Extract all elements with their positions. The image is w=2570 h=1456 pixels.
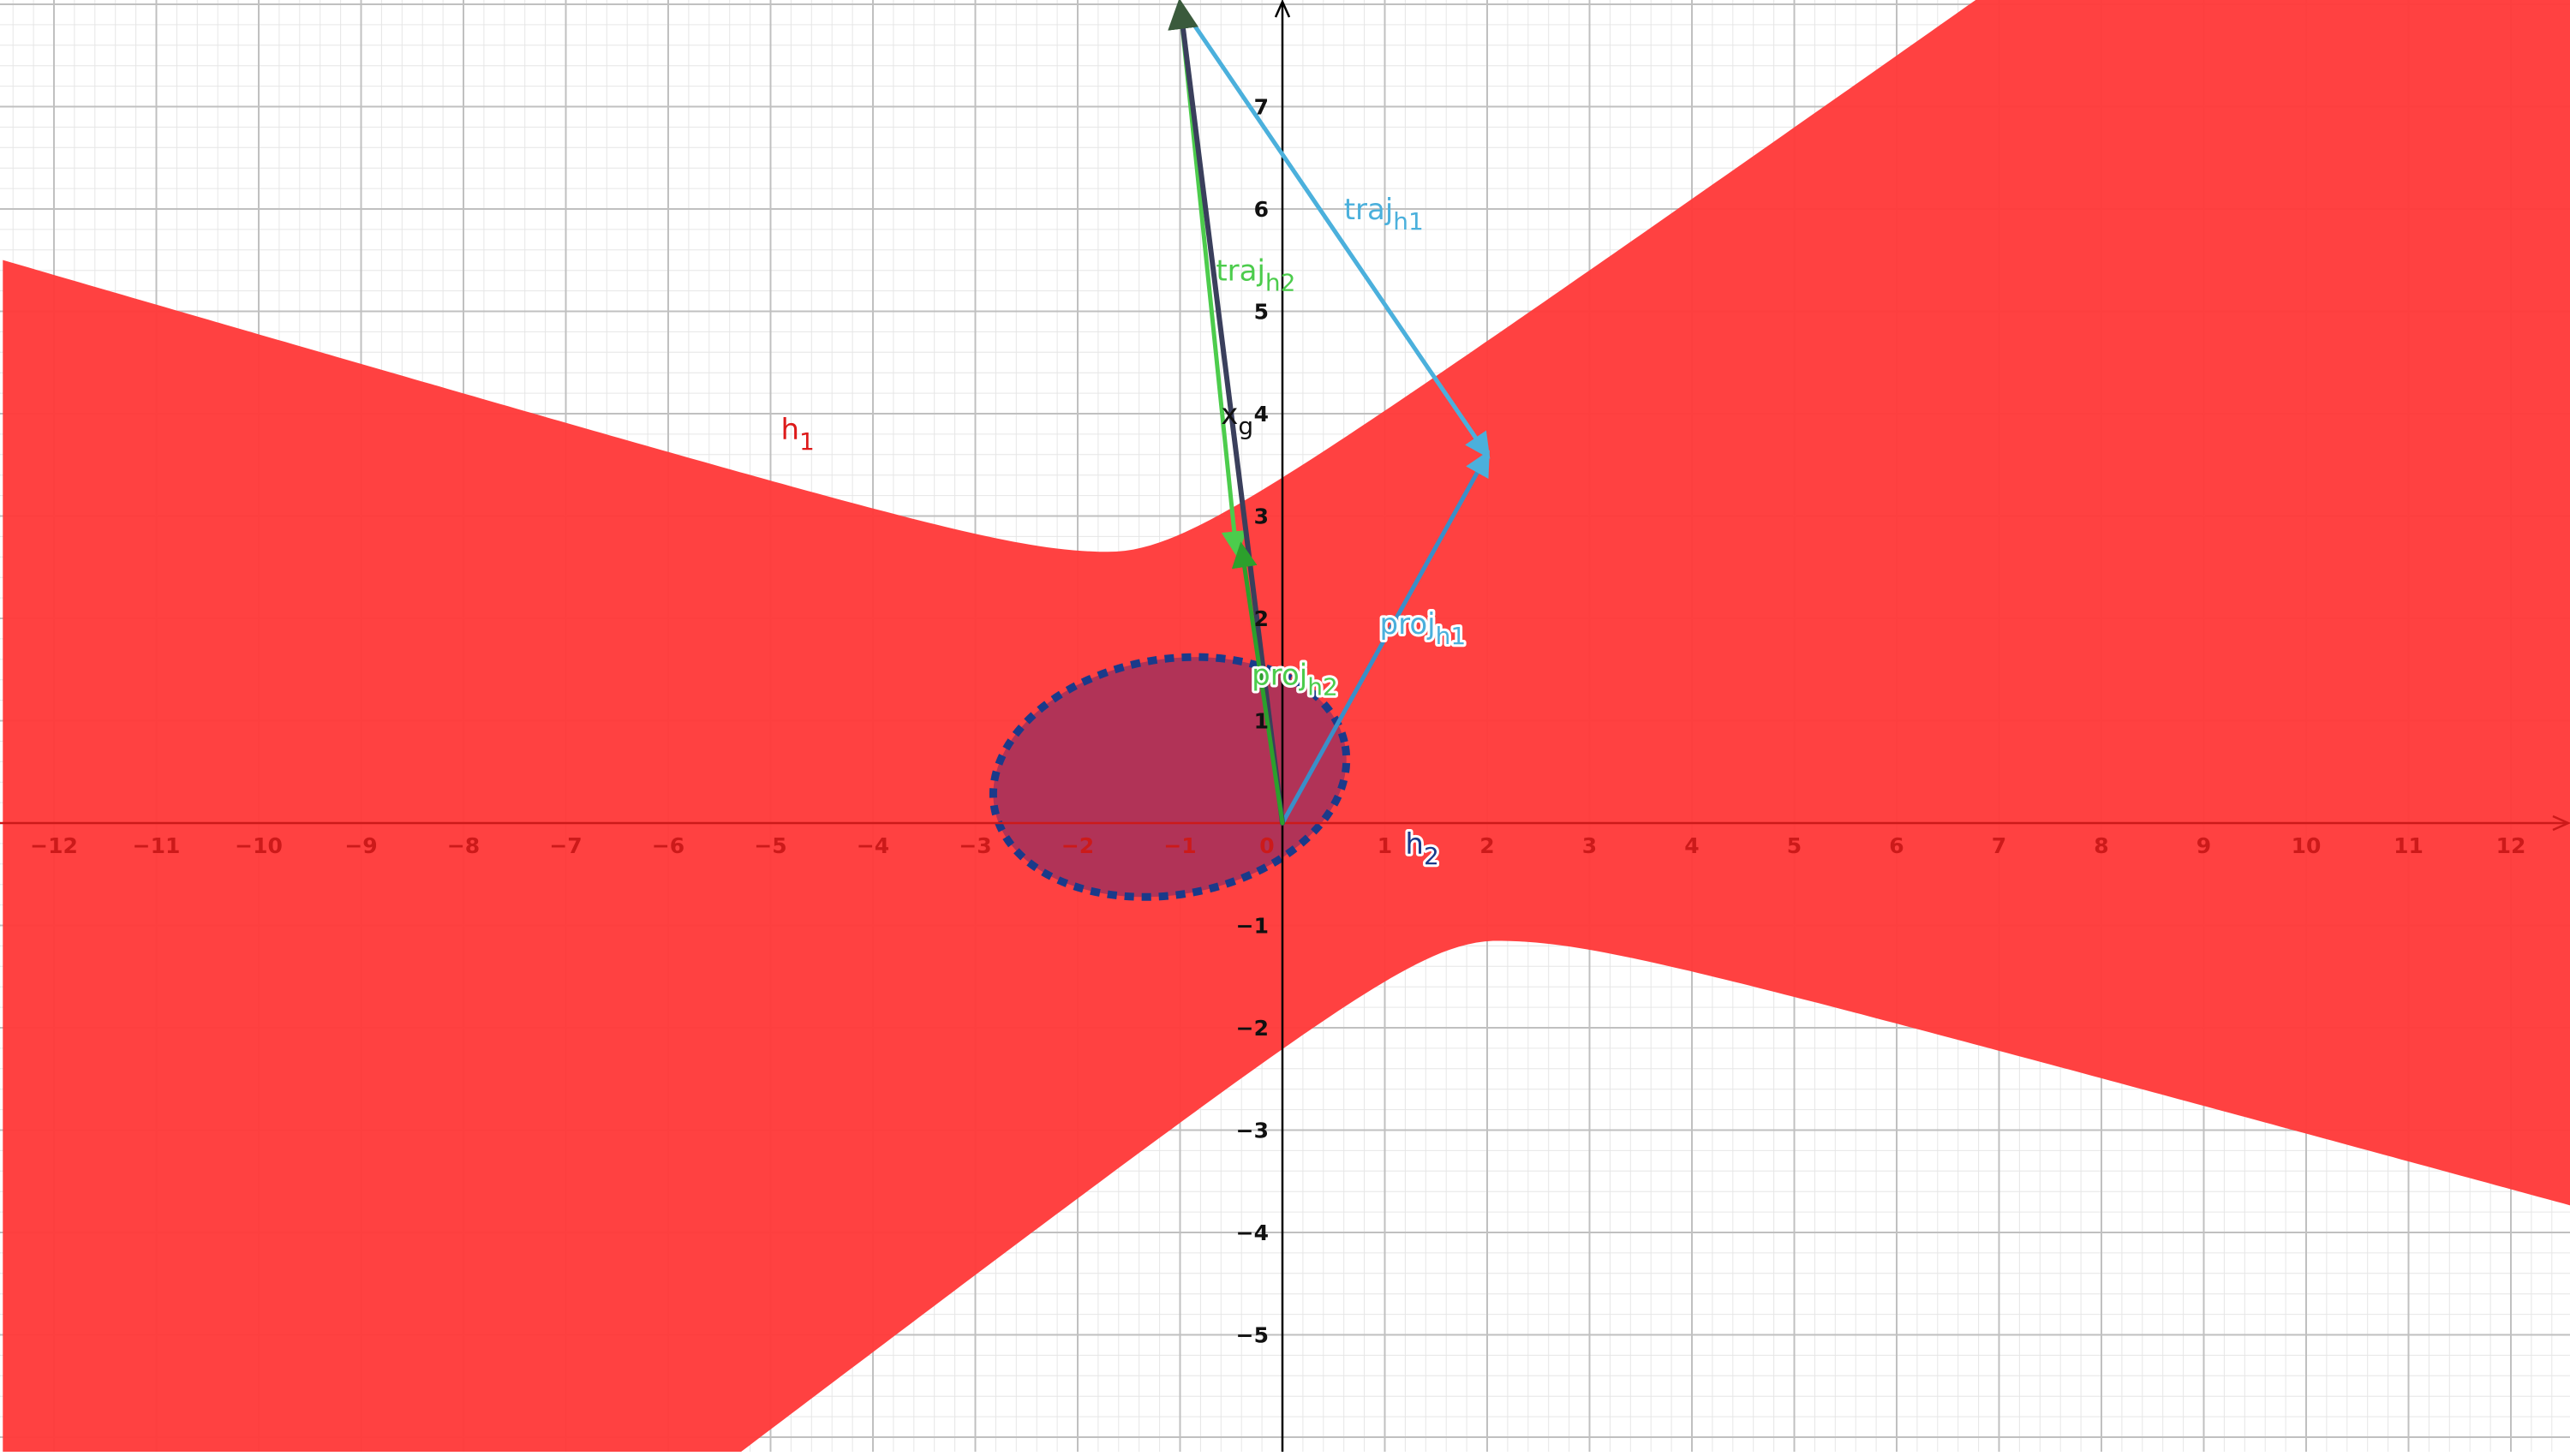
y-tick-label: 4: [1254, 402, 1269, 427]
x-tick-label: −10: [235, 833, 283, 858]
x-axis-arrow: [2552, 815, 2570, 832]
x-tick-label: −2: [1061, 833, 1094, 858]
x-tick-label: 1: [1378, 833, 1392, 858]
x-tick-label: 8: [2094, 833, 2108, 858]
y-tick-label: −4: [1236, 1220, 1269, 1245]
y-tick-label: −5: [1236, 1323, 1269, 1348]
x-tick-label: −9: [344, 833, 377, 858]
y-tick-label: 5: [1254, 300, 1269, 325]
x-tick-label: −6: [652, 833, 684, 858]
x-tick-label: 2: [1479, 833, 1494, 858]
x-tick-label: 10: [2292, 833, 2322, 858]
x-tick-label: −11: [133, 833, 181, 858]
proj-h1-vector[interactable]: [1280, 450, 1490, 826]
x-tick-label: 7: [1992, 833, 2006, 858]
label-proj-h2: projh2: [1252, 659, 1338, 701]
tick-labels: −12 −11 −10 −9 −8 −7 −6 −5 −4 −3 −2 −1 0 1 2 3 4 5 6 7 8 9 10 1…: [30, 95, 2525, 1348]
label-x-g: xg: [1221, 397, 1253, 440]
label-proj-h1: projh1: [1380, 607, 1467, 650]
y-tick-label: 7: [1254, 95, 1269, 120]
y-tick-label: −1: [1236, 914, 1269, 939]
y-tick-label: 6: [1254, 197, 1269, 222]
label-traj-h1: trajh1: [1344, 193, 1424, 236]
y-tick-label: 3: [1254, 504, 1269, 529]
x-tick-label: 9: [2196, 833, 2211, 858]
label-h2: h2: [1405, 827, 1438, 870]
x-tick-label: 5: [1787, 833, 1802, 858]
goal-vector[interactable]: [1168, 0, 1285, 826]
x-tick-label: −4: [857, 833, 889, 858]
object-labels: h1 h2 trajh1 trajh2 projh1 projh2 xg: [780, 193, 1468, 873]
x-tick-label: 3: [1582, 833, 1597, 858]
y-axis-arrow: [1274, 0, 1291, 18]
y-tick-label: 1: [1254, 709, 1269, 734]
label-h1: h1: [780, 413, 814, 456]
y-tick-label: 2: [1254, 606, 1269, 631]
x-tick-label: −5: [754, 833, 786, 858]
h2-ellipse[interactable]: [974, 630, 1366, 924]
vectors[interactable]: [1168, 0, 1491, 826]
x-tick-label: 12: [2496, 833, 2526, 858]
x-tick-label: −3: [959, 833, 991, 858]
x-tick-label: 11: [2394, 833, 2424, 858]
x-tick-label: 6: [1889, 833, 1904, 858]
proj-h2-vector[interactable]: [1231, 541, 1285, 826]
h2-ellipse-shape[interactable]: [974, 630, 1366, 924]
x-tick-label: −12: [30, 833, 78, 858]
x-tick-label: −8: [447, 833, 480, 858]
x-tick-label: 0: [1259, 833, 1274, 858]
y-tick-label: −3: [1236, 1119, 1269, 1143]
label-traj-h2: trajh2: [1216, 254, 1295, 297]
y-tick-label: −2: [1236, 1016, 1269, 1041]
x-tick-label: −7: [549, 833, 582, 858]
traj-h1-vector[interactable]: [1178, 2, 1491, 459]
x-tick-label: 4: [1684, 833, 1699, 858]
x-tick-label: −1: [1163, 833, 1196, 858]
